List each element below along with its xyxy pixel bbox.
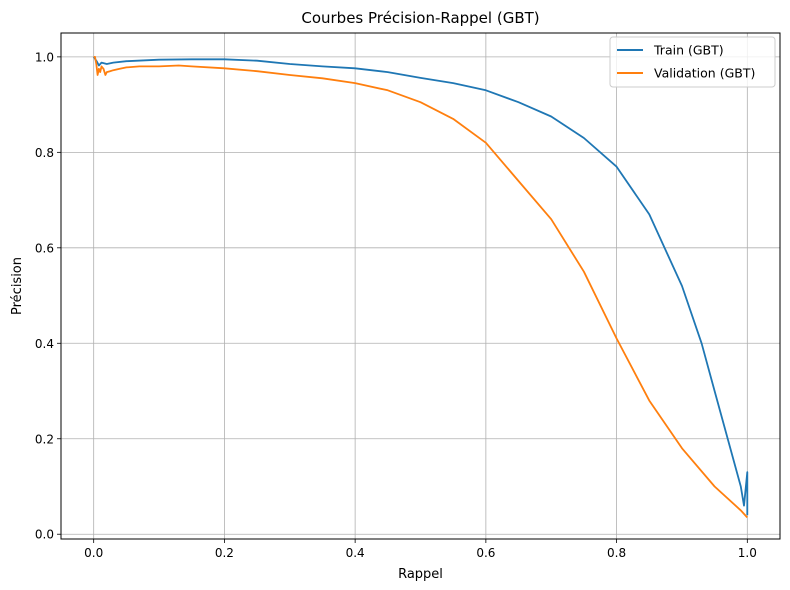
series-line-validation [93, 56, 748, 519]
chart-title: Courbes Précision-Rappel (GBT) [301, 9, 539, 27]
plot-frame [60, 32, 781, 540]
y-tick-label: 0.6 [35, 241, 54, 255]
legend-label-validation: Validation (GBT) [654, 66, 755, 81]
series-layer [92, 56, 749, 519]
y-tick-label: 0.4 [35, 337, 54, 351]
y-axis-label: Précision [10, 257, 25, 315]
series-line-train [92, 56, 749, 516]
y-tick-label: 0.2 [35, 432, 54, 446]
y-tick-label: 0.0 [35, 528, 54, 542]
x-tick-label: 0.2 [215, 546, 234, 560]
x-tick-label: 0.0 [84, 546, 103, 560]
y-tick-label: 0.8 [35, 146, 54, 160]
legend-box [609, 36, 776, 88]
tick-layer: 0.0 0.2 0.4 0.6 0.8 1.0 0.0 0.2 0.4 0.6 0.8 1.0 [35, 50, 757, 560]
x-tick-label: 0.6 [476, 546, 495, 560]
legend: Train (GBT) Validation (GBT) [609, 36, 776, 88]
x-tick-label: 0.4 [346, 546, 365, 560]
x-tick-label: 0.8 [607, 546, 626, 560]
x-tick-label: 1.0 [738, 546, 757, 560]
y-tick-label: 1.0 [35, 50, 54, 64]
legend-label-train: Train (GBT) [653, 43, 724, 58]
grid-layer [61, 33, 780, 539]
x-axis-label: Rappel [398, 567, 443, 582]
